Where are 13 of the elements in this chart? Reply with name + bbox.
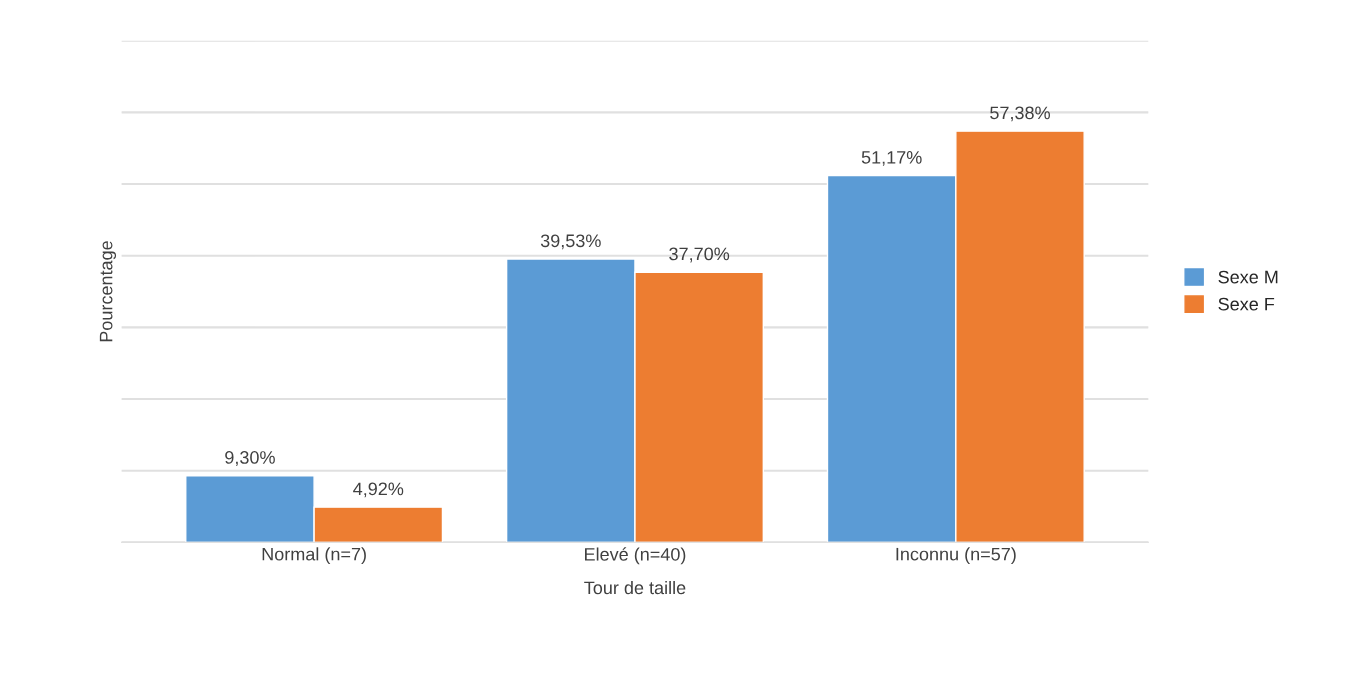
x-tick-label: Normal (n=7) <box>262 547 366 565</box>
data-label: 57,38% <box>990 106 1050 122</box>
data-label: 37,70% <box>669 247 730 263</box>
data-label: 39,53% <box>540 234 601 250</box>
data-label: 9,30% <box>225 451 275 466</box>
legend-label: Sexe F <box>1218 297 1275 311</box>
y-axis-title: Pourcentage <box>99 241 117 342</box>
x-tick-label: Elevé (n=40) <box>585 547 686 565</box>
x-tick-label: Inconnu (n=57) <box>896 547 1016 565</box>
data-label: 51,17% <box>861 151 922 166</box>
data-label: 4,92% <box>353 482 404 498</box>
legend-label: Sexe M <box>1218 270 1278 284</box>
x-axis-title: Tour de taille <box>584 580 686 595</box>
